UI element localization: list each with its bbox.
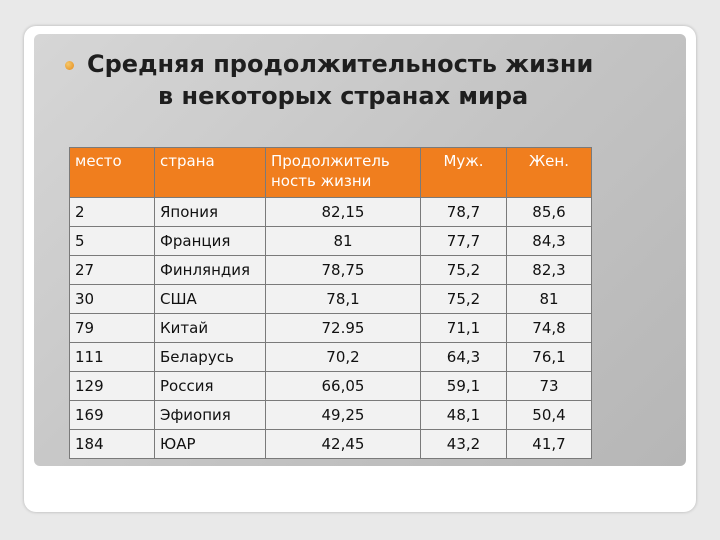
cell-female: 41,7 (506, 429, 592, 459)
table-row: 30 США 78,1 75,2 81 (69, 284, 592, 314)
cell-life-expectancy: 70,2 (265, 342, 421, 372)
cell-male: 75,2 (420, 284, 507, 314)
cell-female: 74,8 (506, 313, 592, 343)
cell-life-expectancy: 72.95 (265, 313, 421, 343)
header-rank: место (69, 147, 155, 198)
cell-country: США (154, 284, 266, 314)
cell-rank: 27 (69, 255, 155, 285)
cell-rank: 184 (69, 429, 155, 459)
cell-female: 84,3 (506, 226, 592, 256)
cell-rank: 169 (69, 400, 155, 430)
cell-life-expectancy: 81 (265, 226, 421, 256)
cell-country: Финляндия (154, 255, 266, 285)
cell-female: 50,4 (506, 400, 592, 430)
cell-male: 71,1 (420, 313, 507, 343)
header-country: страна (154, 147, 266, 198)
table-header-row: место страна Продолжитель ность жизни Му… (69, 147, 592, 198)
table-row: 129 Россия 66,05 59,1 73 (69, 371, 592, 401)
cell-male: 59,1 (420, 371, 507, 401)
cell-life-expectancy: 42,45 (265, 429, 421, 459)
cell-male: 64,3 (420, 342, 507, 372)
cell-rank: 30 (69, 284, 155, 314)
title-line-2: в некоторых странах мира (158, 82, 529, 110)
cell-rank: 5 (69, 226, 155, 256)
table-row: 184 ЮАР 42,45 43,2 41,7 (69, 429, 592, 459)
cell-male: 78,7 (420, 197, 507, 227)
cell-male: 48,1 (420, 400, 507, 430)
cell-country: Эфиопия (154, 400, 266, 430)
cell-male: 75,2 (420, 255, 507, 285)
cell-country: Китай (154, 313, 266, 343)
cell-life-expectancy: 82,15 (265, 197, 421, 227)
title-line-1: Средняя продолжительность жизни (87, 50, 594, 78)
cell-rank: 111 (69, 342, 155, 372)
cell-male: 77,7 (420, 226, 507, 256)
cell-country: Беларусь (154, 342, 266, 372)
cell-life-expectancy: 66,05 (265, 371, 421, 401)
cell-country: Япония (154, 197, 266, 227)
table-row: 2 Япония 82,15 78,7 85,6 (69, 197, 592, 227)
cell-rank: 2 (69, 197, 155, 227)
cell-rank: 129 (69, 371, 155, 401)
table-row: 111 Беларусь 70,2 64,3 76,1 (69, 342, 592, 372)
bullet-icon (65, 61, 74, 70)
cell-male: 43,2 (420, 429, 507, 459)
cell-country: Франция (154, 226, 266, 256)
header-female: Жен. (506, 147, 592, 198)
life-expectancy-table: место страна Продолжитель ность жизни Му… (69, 147, 592, 459)
cell-life-expectancy: 78,1 (265, 284, 421, 314)
cell-life-expectancy: 78,75 (265, 255, 421, 285)
cell-female: 82,3 (506, 255, 592, 285)
cell-female: 85,6 (506, 197, 592, 227)
table-row: 79 Китай 72.95 71,1 74,8 (69, 313, 592, 343)
table-row: 27 Финляндия 78,75 75,2 82,3 (69, 255, 592, 285)
cell-female: 81 (506, 284, 592, 314)
cell-country: Россия (154, 371, 266, 401)
cell-female: 76,1 (506, 342, 592, 372)
header-life-expectancy: Продолжитель ность жизни (265, 147, 421, 198)
cell-country: ЮАР (154, 429, 266, 459)
slide: Средняя продолжительность жизни в некото… (24, 26, 696, 512)
table-row: 5 Франция 81 77,7 84,3 (69, 226, 592, 256)
cell-life-expectancy: 49,25 (265, 400, 421, 430)
content-panel: Средняя продолжительность жизни в некото… (34, 34, 686, 466)
cell-rank: 79 (69, 313, 155, 343)
header-male: Муж. (420, 147, 507, 198)
cell-female: 73 (506, 371, 592, 401)
table-row: 169 Эфиопия 49,25 48,1 50,4 (69, 400, 592, 430)
